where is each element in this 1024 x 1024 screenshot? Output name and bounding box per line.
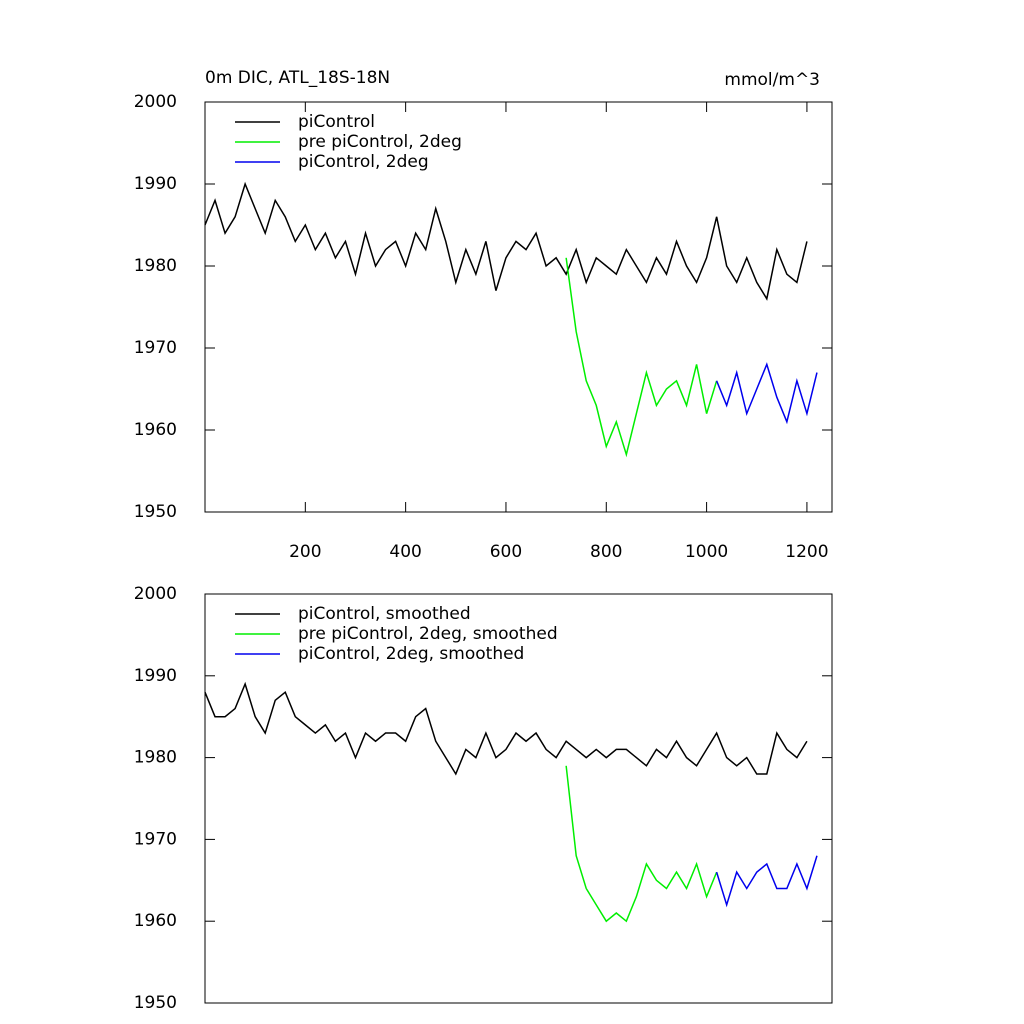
y-tick-label: 2000 (134, 92, 177, 112)
y-tick-label: 1960 (134, 420, 177, 440)
legend-label: piControl, smoothed (298, 604, 471, 624)
x-tick-label: 1200 (785, 542, 828, 562)
y-tick-label: 1950 (134, 993, 177, 1013)
y-tick-label: 1980 (134, 748, 177, 768)
legend-label: piControl, 2deg (298, 152, 429, 172)
series-line (565, 257, 718, 458)
x-tick-label: 400 (389, 542, 421, 562)
series-line (715, 362, 818, 425)
y-tick-label: 1970 (134, 338, 177, 358)
y-tick-label: 1970 (134, 829, 177, 849)
chart-title: 0m DIC, ATL_18S-18N (205, 68, 390, 88)
plot-frame (204, 101, 833, 513)
y-tick-label: 1980 (134, 256, 177, 276)
legend-label: piControl, 2deg, smoothed (298, 644, 524, 664)
x-tick-label: 600 (490, 542, 522, 562)
x-tick-label: 800 (590, 542, 622, 562)
y-tick-label: 1960 (134, 911, 177, 931)
x-tick-label: 1000 (685, 542, 728, 562)
series-line (715, 855, 818, 908)
plot-frame (204, 593, 833, 1004)
y-tick-label: 1990 (134, 666, 177, 686)
legend-label: pre piControl, 2deg, smoothed (298, 624, 558, 644)
y-tick-label: 1950 (134, 502, 177, 522)
units-label: mmol/m^3 (724, 70, 820, 90)
series-line (204, 681, 808, 776)
legend-label: pre piControl, 2deg (298, 132, 462, 152)
y-tick-label: 2000 (134, 584, 177, 604)
x-tick-label: 200 (289, 542, 321, 562)
series-line (204, 181, 808, 301)
legend-label: piControl (298, 112, 375, 132)
y-tick-label: 1990 (134, 174, 177, 194)
series-line (565, 765, 718, 923)
